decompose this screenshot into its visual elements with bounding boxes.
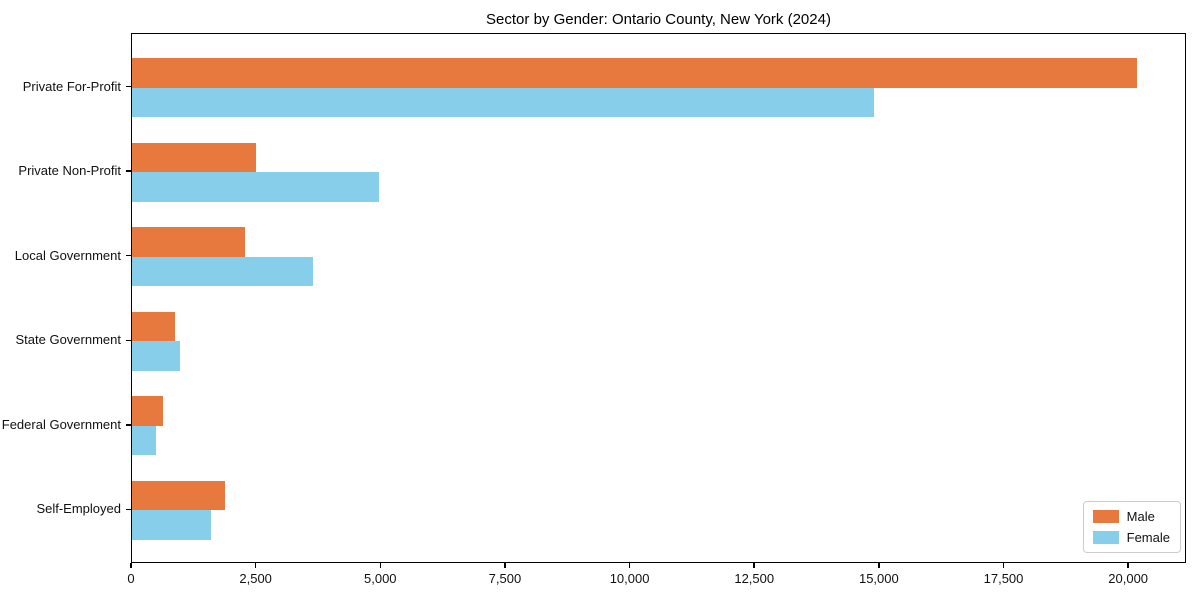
- plot-area: Male Female: [131, 33, 1186, 563]
- y-tick-mark: [126, 170, 131, 172]
- bar-male-private-for-profit: [132, 58, 1137, 88]
- bar-female-private-non-profit: [132, 172, 380, 202]
- x-tick-label-10-000: 10,000: [609, 571, 650, 586]
- y-tick-label-federal-government: Federal Government: [1, 416, 121, 432]
- x-tick-label-7-500: 7,500: [488, 571, 522, 586]
- x-tick-label-0: 0: [127, 571, 135, 586]
- bar-female-local-government: [132, 256, 313, 287]
- x-tick-label-20-000: 20,000: [1108, 571, 1149, 586]
- x-tick-mark: [1002, 563, 1005, 568]
- x-tick-label-12-500: 12,500: [734, 571, 775, 586]
- x-tick-mark: [130, 563, 132, 568]
- x-tick-mark: [1127, 563, 1129, 568]
- x-tick-label-15-000: 15,000: [858, 571, 899, 586]
- bar-male-self-employed: [132, 480, 226, 511]
- x-tick-mark: [753, 563, 755, 568]
- y-tick-label-private-for-profit: Private For-Profit: [22, 78, 121, 94]
- bar-female-state-government: [132, 341, 180, 371]
- x-tick-mark: [379, 563, 382, 568]
- x-tick-label-2-500: 2,500: [239, 571, 272, 586]
- legend-label-male: Male: [1126, 509, 1155, 524]
- legend-item-female: Female: [1092, 530, 1170, 545]
- bar-female-private-for-profit: [132, 87, 875, 118]
- y-tick-mark: [126, 85, 131, 88]
- legend-item-male: Male: [1092, 509, 1170, 524]
- y-tick-mark: [126, 508, 131, 511]
- y-tick-label-state-government: State Government: [15, 332, 122, 348]
- y-tick-label-local-government: Local Government: [14, 247, 121, 263]
- bar-male-state-government: [132, 311, 175, 342]
- legend: Male Female: [1082, 501, 1181, 553]
- legend-label-female: Female: [1126, 530, 1170, 545]
- y-tick-mark: [126, 424, 131, 426]
- y-tick-mark: [126, 254, 131, 257]
- chart-title: Sector by Gender: Ontario County, New Yo…: [486, 11, 831, 28]
- y-tick-mark: [126, 339, 131, 341]
- bar-male-private-non-profit: [132, 142, 257, 173]
- legend-swatch-male: [1092, 510, 1119, 523]
- bar-male-local-government: [132, 227, 246, 257]
- x-tick-label-17-500: 17,500: [983, 571, 1024, 586]
- y-tick-label-private-non-profit: Private Non-Profit: [18, 163, 121, 179]
- legend-swatch-female: [1092, 531, 1119, 544]
- bar-female-federal-government: [132, 425, 156, 456]
- bar-female-self-employed: [132, 510, 212, 540]
- bar-male-federal-government: [132, 396, 163, 426]
- x-tick-label-5-000: 5,000: [364, 571, 397, 586]
- x-tick-mark: [254, 563, 257, 568]
- x-tick-mark: [504, 563, 506, 568]
- y-tick-label-self-employed: Self-Employed: [36, 501, 121, 517]
- x-tick-mark: [628, 563, 631, 568]
- x-tick-mark: [878, 563, 880, 568]
